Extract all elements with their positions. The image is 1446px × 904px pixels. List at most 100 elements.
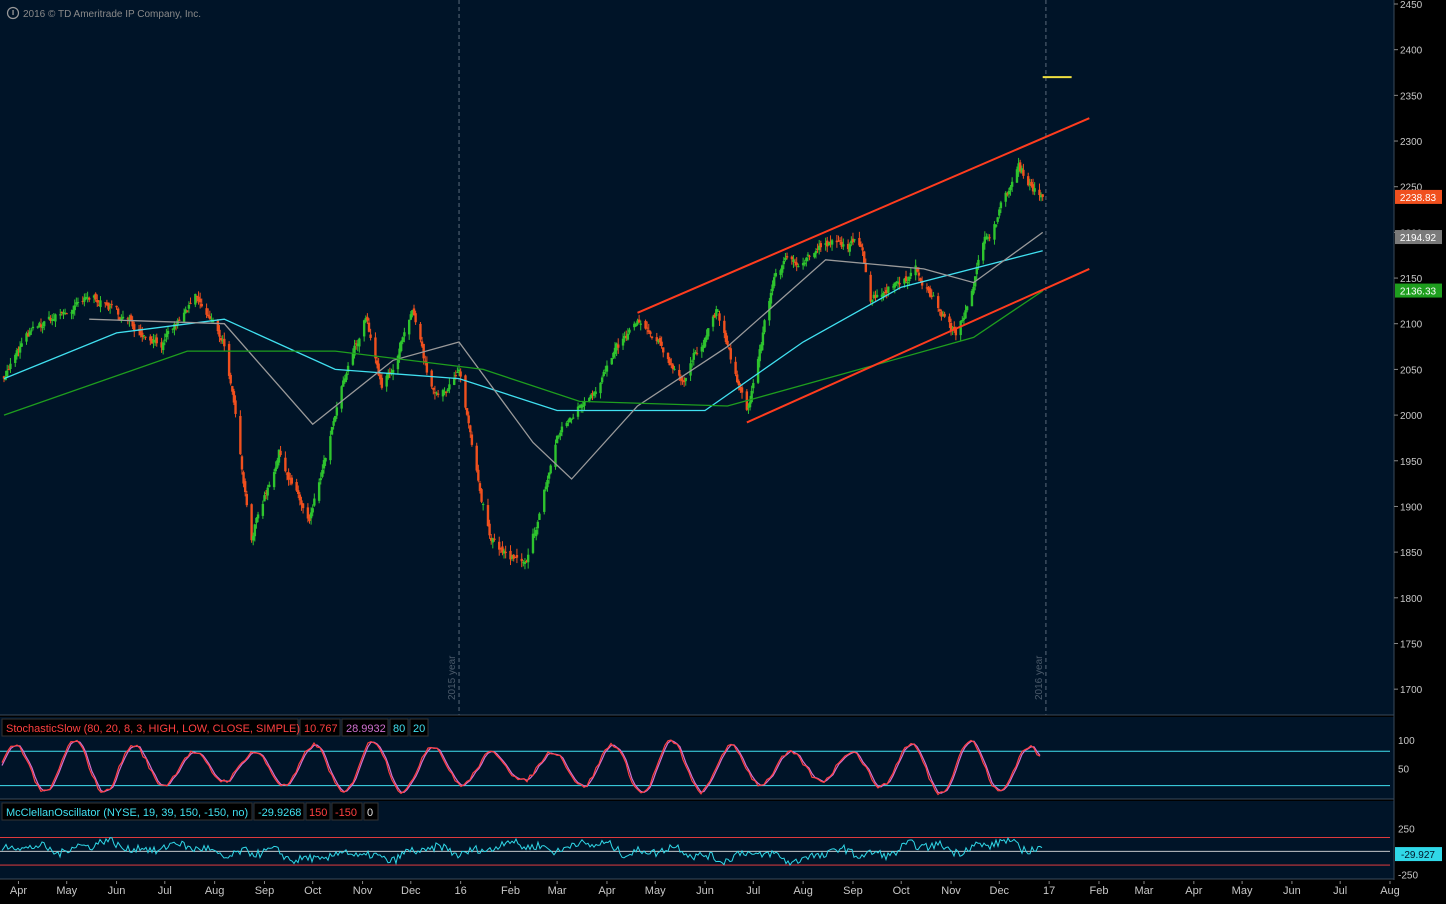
- candle-body: [774, 272, 777, 277]
- candle-body: [2, 376, 6, 379]
- price-tick-label: 1700: [1400, 685, 1423, 696]
- candle-body: [655, 337, 659, 342]
- candle-body: [28, 331, 31, 336]
- candle-body: [555, 435, 559, 444]
- candle-body: [660, 341, 663, 346]
- candle-body: [18, 346, 22, 353]
- candle-body: [999, 202, 1003, 209]
- candle-body: [594, 391, 597, 395]
- candle-body: [703, 337, 707, 347]
- candle-body: [544, 486, 548, 490]
- candle-body: [645, 327, 649, 329]
- candle-body: [1009, 186, 1012, 191]
- candle-body: [266, 487, 269, 496]
- candle-body: [599, 382, 602, 394]
- candle-body: [414, 313, 417, 323]
- candle-body: [617, 344, 620, 348]
- candle-body: [345, 373, 348, 380]
- candle-body: [982, 242, 985, 261]
- candle-body: [353, 345, 356, 356]
- candle-body: [510, 556, 514, 559]
- candle-body: [740, 387, 744, 393]
- candle-body: [367, 322, 371, 332]
- last-price-badge: 2238.83: [1400, 193, 1437, 204]
- candle-body: [1007, 190, 1011, 195]
- candle-body: [486, 505, 490, 526]
- candle-body: [538, 513, 541, 520]
- stoch-over-bought: 80: [393, 723, 405, 735]
- candle-body: [970, 290, 974, 307]
- candle-body: [354, 343, 358, 345]
- candle-body: [771, 284, 774, 292]
- candle-body: [536, 521, 540, 529]
- channel-trendline[interactable]: [746, 268, 1090, 424]
- candle-body: [139, 328, 142, 336]
- candle-body: [535, 529, 538, 537]
- price-tick-label: 2350: [1400, 91, 1423, 102]
- candle-body: [234, 400, 237, 414]
- candle-body: [977, 259, 980, 266]
- candle-body: [208, 316, 212, 319]
- mcclellan-legend: McClellanOscillator (NYSE, 19, 39, 150, …: [1, 802, 379, 821]
- mc-value: -29.9268: [258, 807, 301, 819]
- candle-body: [99, 300, 102, 308]
- candle-body: [636, 320, 639, 325]
- stochastic-title-box[interactable]: [1, 718, 299, 737]
- candle-body: [670, 363, 673, 365]
- candle-body: [59, 314, 62, 316]
- candle-body: [848, 244, 851, 252]
- candle-body: [477, 469, 480, 481]
- info-icon[interactable]: [6, 6, 20, 20]
- time-tick-label: Jul: [1333, 885, 1347, 897]
- candle-body: [107, 302, 110, 310]
- stoch-d-value: 28.9932: [346, 723, 386, 735]
- price-plot: 1700175018001850190019502000205021002150…: [2, 0, 1446, 880]
- candle-body: [105, 302, 109, 305]
- candle-body: [308, 516, 311, 521]
- candle-body: [851, 238, 855, 242]
- candle-body: [557, 436, 560, 438]
- channel-trendline[interactable]: [637, 117, 1090, 314]
- candle-body: [407, 319, 411, 335]
- candle-body: [424, 360, 427, 362]
- candle-body: [837, 240, 840, 242]
- candle-body: [713, 314, 716, 318]
- candle-body: [255, 517, 258, 523]
- candle-body: [824, 243, 827, 245]
- candle-body: [705, 335, 708, 340]
- candle-body: [150, 339, 154, 344]
- candle-body: [121, 316, 125, 319]
- candlestick-series: [2, 157, 1044, 570]
- candle-body: [229, 374, 232, 384]
- candle-body: [391, 369, 395, 374]
- time-tick-label: Aug: [1380, 885, 1400, 897]
- candle-body: [131, 321, 134, 327]
- candle-body: [110, 304, 113, 306]
- candle-body: [88, 297, 91, 300]
- candle-body: [813, 253, 816, 258]
- candle-body: [329, 436, 332, 461]
- candle-body: [792, 259, 795, 262]
- candle-body: [26, 333, 30, 337]
- candle-body: [925, 287, 929, 289]
- candle-body: [554, 444, 557, 467]
- candle-body: [650, 336, 654, 338]
- candle-body: [1022, 169, 1025, 176]
- candle-body: [491, 538, 494, 543]
- candle-body: [803, 262, 806, 265]
- candle-body: [533, 533, 536, 536]
- candle-body: [276, 460, 279, 468]
- candle-body: [748, 401, 752, 408]
- candle-body: [679, 376, 683, 381]
- candle-body: [444, 391, 448, 393]
- mcclellan-title-box[interactable]: [1, 802, 253, 821]
- candle-body: [116, 308, 120, 315]
- candle-body: [488, 523, 491, 536]
- candle-body: [311, 508, 314, 513]
- candle-body: [340, 386, 343, 409]
- candle-body: [662, 347, 665, 353]
- candle-body: [279, 450, 282, 455]
- candle-body: [1004, 192, 1007, 202]
- candle-body: [63, 312, 67, 314]
